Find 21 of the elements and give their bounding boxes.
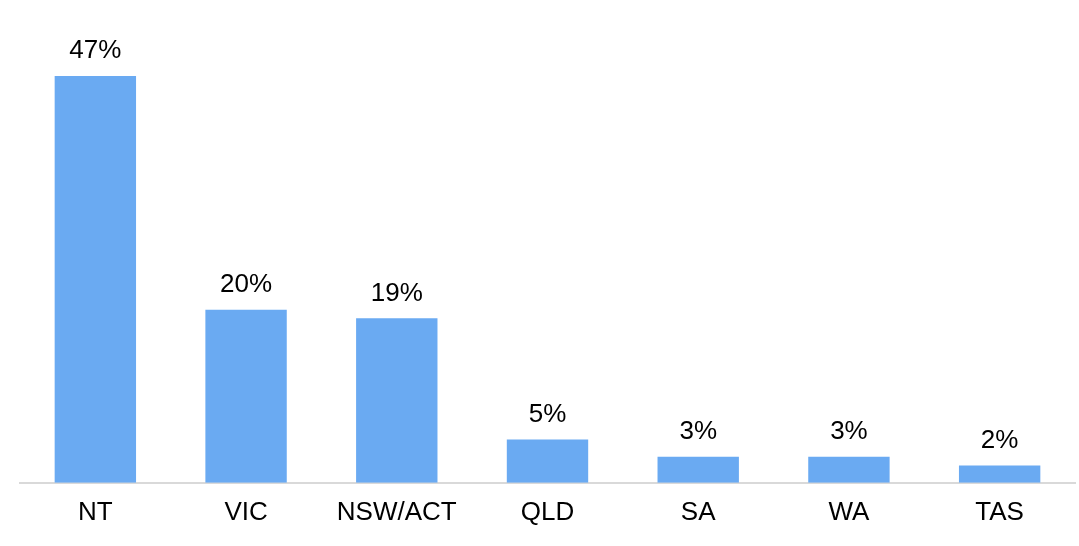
bar (657, 456, 739, 483)
bar (356, 318, 438, 483)
x-tick-label: VIC (224, 495, 268, 526)
bar (54, 75, 137, 483)
data-label: 3% (830, 415, 868, 445)
x-tick-label: SA (680, 495, 717, 526)
x-tick-label: NT (78, 495, 113, 526)
bar (808, 456, 890, 483)
bar (958, 465, 1041, 483)
data-label: 5% (528, 397, 567, 428)
x-tick-label: NSW/ACT (336, 495, 457, 526)
bar (506, 439, 589, 483)
data-label: 19% (370, 276, 423, 307)
bar (205, 309, 287, 483)
data-label: 47% (69, 34, 122, 65)
x-tick-label: WA (828, 495, 871, 526)
data-label: 2% (980, 423, 1019, 454)
x-tick-label: QLD (520, 495, 575, 526)
x-tick-label: TAS (975, 495, 1024, 526)
data-label: 3% (679, 415, 717, 445)
data-label: 20% (220, 267, 273, 298)
